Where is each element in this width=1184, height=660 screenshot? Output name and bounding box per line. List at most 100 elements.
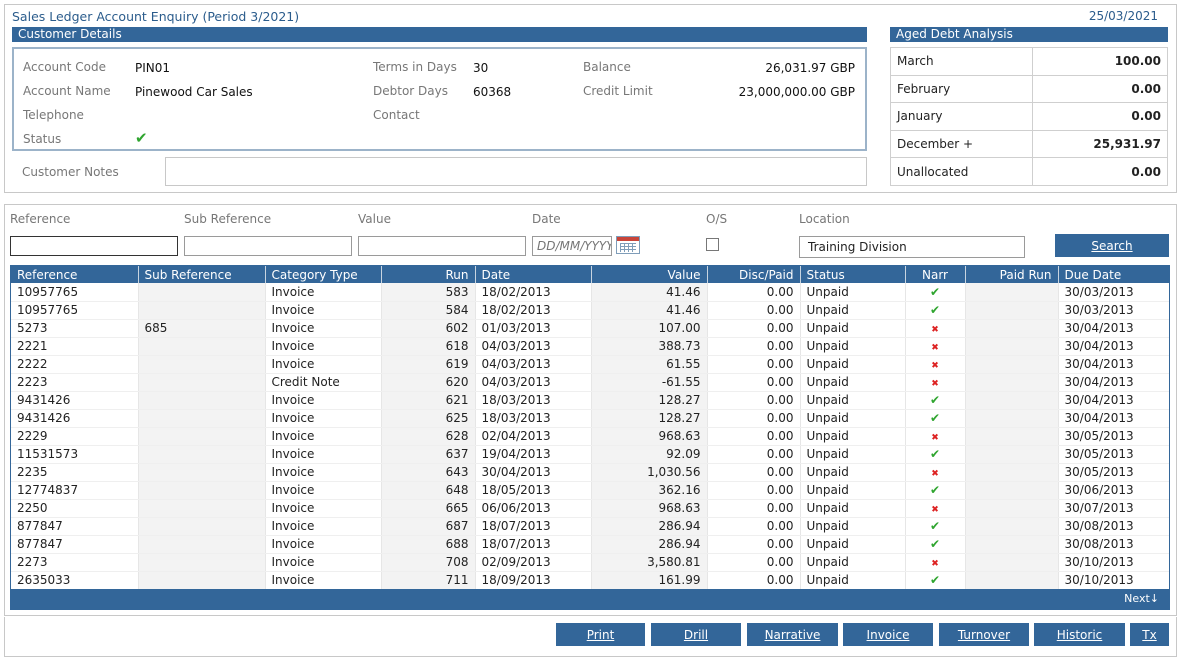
table-row[interactable]: 2223 Credit Note 620 04/03/2013 -61.55 0.00 Un… bbox=[11, 373, 1169, 392]
os-filter-label: O/S bbox=[706, 212, 728, 226]
table-row[interactable]: 877847 Invoice 687 18/07/2013 286.94 0.00 Unpa… bbox=[11, 517, 1169, 536]
column-header-sub-reference[interactable]: Sub Reference bbox=[138, 266, 266, 283]
narr-cell: ✖ bbox=[905, 319, 966, 338]
account-code-value: PIN01 bbox=[135, 61, 171, 75]
cell-paid-run bbox=[965, 337, 1059, 356]
reference-input[interactable] bbox=[10, 236, 178, 256]
column-header-disc-paid[interactable]: Disc/Paid bbox=[707, 266, 801, 283]
terms-label: Terms in Days bbox=[373, 60, 457, 74]
cell-value: 107.00 bbox=[591, 319, 708, 338]
cell-disc-paid: 0.00 bbox=[707, 391, 801, 410]
column-header-category-type[interactable]: Category Type bbox=[265, 266, 382, 283]
table-row[interactable]: 2221 Invoice 618 04/03/2013 388.73 0.00 Unpaid… bbox=[11, 337, 1169, 356]
cell-reference: 2273 bbox=[11, 553, 139, 572]
os-checkbox[interactable] bbox=[706, 238, 719, 251]
table-row[interactable]: 2222 Invoice 619 04/03/2013 61.55 0.00 Unpaid ✖… bbox=[11, 355, 1169, 374]
cell-run: 621 bbox=[381, 391, 476, 410]
cell-value: 968.63 bbox=[591, 499, 708, 518]
cell-category-type: Invoice bbox=[265, 409, 382, 428]
table-row[interactable]: 2229 Invoice 628 02/04/2013 968.63 0.00 Unpaid… bbox=[11, 427, 1169, 446]
column-header-paid-run[interactable]: Paid Run bbox=[965, 266, 1059, 283]
cell-category-type: Invoice bbox=[265, 283, 382, 302]
column-header-run[interactable]: Run bbox=[381, 266, 476, 283]
narr-cell: ✖ bbox=[905, 463, 966, 482]
cell-sub-reference bbox=[138, 463, 266, 482]
table-row[interactable]: 2235 Invoice 643 30/04/2013 1,030.56 0.00 Unpa… bbox=[11, 463, 1169, 482]
cell-paid-run bbox=[965, 445, 1059, 464]
tx-button[interactable]: Tx bbox=[1130, 623, 1169, 646]
cross-icon: ✖ bbox=[931, 379, 939, 389]
column-header-value[interactable]: Value bbox=[591, 266, 708, 283]
cell-status: Unpaid bbox=[800, 535, 906, 554]
table-row[interactable]: 2250 Invoice 665 06/06/2013 968.63 0.00 Unpaid… bbox=[11, 499, 1169, 518]
cell-run: 711 bbox=[381, 571, 476, 590]
date-input[interactable] bbox=[532, 236, 612, 256]
narr-cell: ✔ bbox=[905, 481, 966, 500]
table-row[interactable]: 12774837 Invoice 648 18/05/2013 362.16 0.00 Un… bbox=[11, 481, 1169, 500]
account-name-value: Pinewood Car Sales bbox=[135, 85, 253, 99]
historic-button[interactable]: Historic bbox=[1034, 623, 1125, 646]
cell-sub-reference bbox=[138, 481, 266, 500]
column-header-narr[interactable]: Narr bbox=[905, 266, 966, 283]
turnover-button[interactable]: Turnover bbox=[939, 623, 1029, 646]
cell-run: 643 bbox=[381, 463, 476, 482]
cell-run: 628 bbox=[381, 427, 476, 446]
table-row[interactable]: 10957765 Invoice 583 18/02/2013 41.46 0.00 Unp… bbox=[11, 283, 1169, 302]
table-row[interactable]: 2635033 Invoice 711 18/09/2013 161.99 0.00 Unp… bbox=[11, 571, 1169, 590]
table-row[interactable]: 877847 Invoice 688 18/07/2013 286.94 0.00 Unpa… bbox=[11, 535, 1169, 554]
telephone-label: Telephone bbox=[23, 108, 84, 122]
narrative-button[interactable]: Narrative bbox=[747, 623, 838, 646]
cell-reference: 2229 bbox=[11, 427, 139, 446]
value-filter-label: Value bbox=[358, 212, 391, 226]
cell-category-type: Invoice bbox=[265, 355, 382, 374]
cell-run: 625 bbox=[381, 409, 476, 428]
cell-paid-run bbox=[965, 373, 1059, 392]
search-button[interactable]: Search bbox=[1055, 234, 1169, 257]
value-input[interactable] bbox=[358, 236, 526, 256]
invoice-button[interactable]: Invoice bbox=[843, 623, 933, 646]
cell-disc-paid: 0.00 bbox=[707, 427, 801, 446]
next-page-link[interactable]: Next↓ bbox=[1124, 592, 1159, 605]
cell-run: 620 bbox=[381, 373, 476, 392]
drill-button[interactable]: Drill bbox=[651, 623, 741, 646]
check-icon: ✔ bbox=[929, 284, 941, 299]
column-header-reference[interactable]: Reference bbox=[11, 266, 139, 283]
subref-input[interactable] bbox=[184, 236, 352, 256]
cell-due-date: 30/04/2013 bbox=[1058, 355, 1169, 374]
cell-run: 665 bbox=[381, 499, 476, 518]
table-row[interactable]: 2273 Invoice 708 02/09/2013 3,580.81 0.00 Unpa… bbox=[11, 553, 1169, 572]
cell-status: Unpaid bbox=[800, 517, 906, 536]
location-input[interactable]: Training Division bbox=[799, 236, 1025, 258]
cell-paid-run bbox=[965, 517, 1059, 536]
table-row[interactable]: 5273 685 Invoice 602 01/03/2013 107.00 0.00 Unp… bbox=[11, 319, 1169, 338]
calendar-icon[interactable] bbox=[616, 236, 640, 254]
cell-sub-reference bbox=[138, 355, 266, 374]
column-header-date[interactable]: Date bbox=[475, 266, 592, 283]
check-icon: ✔ bbox=[135, 129, 148, 147]
cell-run: 618 bbox=[381, 337, 476, 356]
cell-date: 18/07/2013 bbox=[475, 517, 592, 536]
cell-disc-paid: 0.00 bbox=[707, 553, 801, 572]
check-icon: ✔ bbox=[929, 393, 941, 407]
cell-value: 968.63 bbox=[591, 427, 708, 446]
cell-value: 41.46 bbox=[591, 301, 708, 320]
table-row[interactable]: 10957765 Invoice 584 18/02/2013 41.46 0.00 Unp… bbox=[11, 301, 1169, 320]
cell-disc-paid: 0.00 bbox=[707, 409, 801, 428]
cell-disc-paid: 0.00 bbox=[707, 481, 801, 500]
column-header-due-date[interactable]: Due Date bbox=[1058, 266, 1169, 283]
cell-due-date: 30/03/2013 bbox=[1058, 283, 1169, 302]
cell-value: 286.94 bbox=[591, 517, 708, 536]
cell-value: 388.73 bbox=[591, 337, 708, 356]
customer-notes-field[interactable] bbox=[165, 157, 867, 186]
print-button[interactable]: Print bbox=[556, 623, 645, 646]
cell-category-type: Invoice bbox=[265, 337, 382, 356]
status-label: Status bbox=[23, 132, 62, 146]
header-date: 25/03/2021 bbox=[1088, 9, 1158, 23]
table-row[interactable]: 9431426 Invoice 625 18/03/2013 128.27 0.00 Unp… bbox=[11, 409, 1169, 428]
cell-status: Unpaid bbox=[800, 337, 906, 356]
cell-status: Unpaid bbox=[800, 481, 906, 500]
column-header-status[interactable]: Status bbox=[800, 266, 906, 283]
cell-status: Unpaid bbox=[800, 373, 906, 392]
table-row[interactable]: 11531573 Invoice 637 19/04/2013 92.09 0.00 Unp… bbox=[11, 445, 1169, 464]
table-row[interactable]: 9431426 Invoice 621 18/03/2013 128.27 0.00 Unp… bbox=[11, 391, 1169, 410]
